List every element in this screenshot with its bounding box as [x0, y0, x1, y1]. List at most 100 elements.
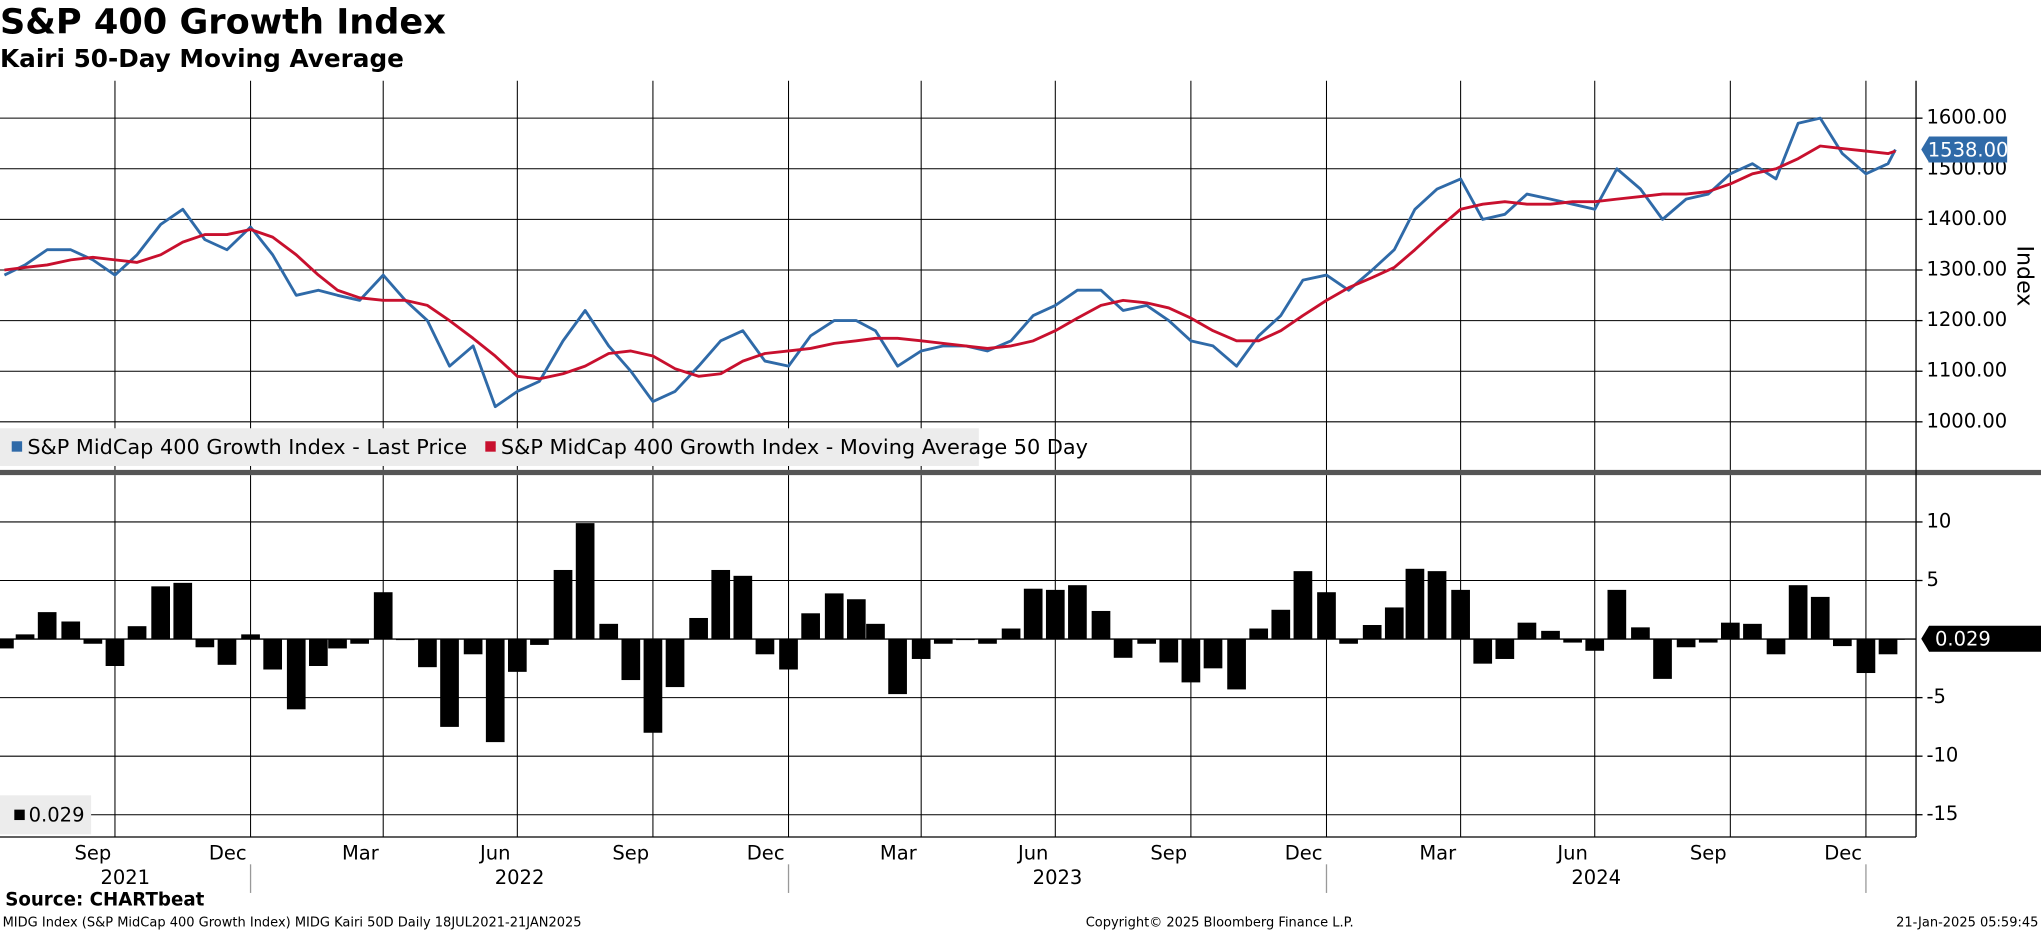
x-tick-label: Mar: [1419, 841, 1457, 864]
bar: [37, 612, 57, 640]
bar: [1585, 639, 1605, 651]
bar: [978, 639, 997, 644]
bar: [1137, 639, 1157, 644]
bar: [1473, 639, 1493, 664]
bar: [1698, 639, 1718, 643]
bar: [395, 639, 415, 641]
bar: [733, 575, 753, 640]
timestamp: 21-Jan-2025 05:59:45: [1896, 915, 2038, 930]
x-tick-label: Dec: [747, 841, 785, 864]
bar: [1362, 625, 1382, 640]
bar: [328, 639, 347, 649]
bar: [1405, 568, 1425, 640]
bar: [956, 639, 975, 641]
legend-swatch: [485, 441, 496, 452]
bar: [801, 613, 820, 640]
bar: [1495, 639, 1515, 659]
bar: [440, 639, 459, 727]
copyright: Copyright© 2025 Bloomberg Finance L.P.: [1086, 915, 1354, 930]
legend-swatch: [14, 809, 25, 821]
bar: [1788, 585, 1808, 640]
bar: [1339, 639, 1358, 644]
y-tick-label: -15: [1926, 802, 1958, 825]
bar: [105, 639, 125, 666]
bar: [1227, 639, 1246, 690]
bar: [507, 639, 527, 672]
bar: [1068, 585, 1087, 640]
bar: [1720, 622, 1740, 640]
y-tick-label: -5: [1926, 685, 1945, 708]
x-tick-label: Dec: [1824, 841, 1862, 864]
bar: [1607, 589, 1627, 640]
bar: [418, 639, 437, 668]
bar: [1001, 628, 1021, 640]
bar: [1676, 639, 1696, 648]
last-value-box: [1921, 136, 2008, 163]
x-tick-label: Mar: [880, 841, 918, 864]
y-tick-label: 1400.00: [1926, 207, 2007, 230]
last-value-label: 1538.00: [1928, 138, 2009, 161]
y-tick-label: 1000.00: [1926, 409, 2007, 432]
bar: [933, 639, 953, 644]
x-tick-label: Sep: [74, 841, 111, 864]
bar: [1159, 639, 1179, 663]
bar: [1810, 596, 1830, 640]
bar: [1427, 571, 1447, 640]
bar: [127, 626, 147, 640]
bar: [1384, 607, 1404, 640]
bar: [1451, 589, 1470, 640]
x-tick-label: Sep: [1690, 841, 1727, 864]
bar: [350, 639, 369, 644]
bar: [888, 639, 907, 695]
bar: [1045, 589, 1065, 640]
bar: [1856, 639, 1876, 674]
bar: [309, 639, 328, 666]
legend-label: S&P MidCap 400 Growth Index - Last Price: [27, 435, 467, 459]
bar: [195, 639, 215, 648]
y-tick-label: 1300.00: [1926, 257, 2007, 280]
y-tick-label: 1200.00: [1926, 308, 2007, 331]
bar: [1203, 639, 1223, 669]
bar: [173, 582, 193, 640]
legend-swatch: [11, 441, 23, 452]
bar: [689, 617, 708, 640]
bar: [665, 639, 685, 688]
last-value-label: 0.029: [1935, 628, 1991, 651]
footer-description: MIDG Index (S&P MidCap 400 Growth Index)…: [3, 915, 582, 930]
bar: [1563, 639, 1582, 643]
bar: [846, 599, 866, 640]
y-tick-label: 1100.00: [1926, 359, 2007, 382]
bar: [1271, 609, 1291, 640]
bar: [779, 639, 798, 670]
x-tick-label: Dec: [209, 841, 247, 864]
bar: [1317, 592, 1336, 640]
series-line: [4, 144, 1896, 381]
bar: [217, 639, 237, 665]
bar: [553, 569, 573, 640]
year-label: 2023: [1033, 866, 1083, 889]
bar: [263, 639, 283, 670]
bar: [1833, 639, 1852, 647]
bar: [151, 586, 170, 640]
legend-label: 0.029: [29, 804, 85, 827]
y-tick-label: 5: [1926, 568, 1938, 591]
legend-label: S&P MidCap 400 Growth Index - Moving Ave…: [501, 435, 1088, 459]
chart-title: S&P 400 Growth Index: [0, 1, 446, 42]
bar: [1766, 639, 1786, 655]
series-line: [3, 116, 1897, 409]
x-tick-label: Jun: [478, 841, 510, 864]
bar: [1113, 639, 1133, 658]
x-tick-label: Dec: [1285, 841, 1323, 864]
last-value-marker: 1538.00: [1921, 136, 2009, 163]
bar: [755, 639, 775, 655]
bar: [711, 569, 731, 640]
bar: [1181, 639, 1201, 683]
bar: [530, 639, 549, 645]
bar: [824, 593, 844, 640]
panel-divider: [0, 469, 2041, 476]
source: Source: CHARTbeat: [5, 890, 204, 911]
y-tick-label: -10: [1926, 744, 1958, 767]
bar: [15, 634, 35, 640]
